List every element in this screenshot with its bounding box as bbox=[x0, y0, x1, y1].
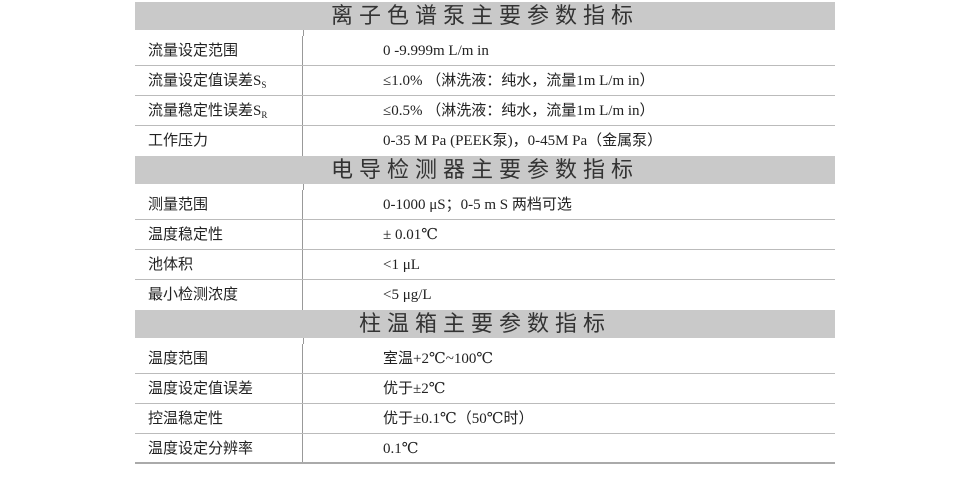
param-label-text: 控温稳定性 bbox=[148, 411, 224, 427]
param-value: <5 μg/L bbox=[383, 287, 432, 303]
spec-table: 离子色谱泵主要参数指标流量设定范围 0 -9.999m L/m in 流量设定值误差… bbox=[135, 2, 835, 464]
param-value: 优于±0.1℃（50℃时） bbox=[383, 411, 534, 427]
table-row: 温度设定值误差 优于±2℃ bbox=[135, 374, 835, 404]
param-label: 流量稳定性误差SR bbox=[135, 96, 303, 125]
param-label: 流量设定范围 bbox=[135, 36, 303, 65]
param-value: 0-35 M Pa (PEEK泵)，0-45M Pa（金属泵） bbox=[383, 133, 663, 149]
param-label-text: 最小检测浓度 bbox=[148, 287, 239, 303]
section-header: 柱温箱主要参数指标 bbox=[135, 310, 835, 338]
param-label-text: 工作压力 bbox=[148, 133, 209, 149]
table-row: 流量稳定性误差SR ≤0.5% （淋洗液：纯水，流量1m L/m in） bbox=[135, 96, 835, 126]
table-row: 温度设定分辨率 0.1℃ bbox=[135, 434, 835, 464]
param-label-text: 测量范围 bbox=[148, 197, 209, 213]
param-label-text: 流量稳定性误差S bbox=[148, 103, 262, 119]
param-subscript: R bbox=[261, 110, 268, 120]
param-value: 0.1℃ bbox=[383, 441, 419, 457]
param-label-text: 温度设定分辨率 bbox=[148, 441, 254, 457]
table-row: 流量设定值误差SS ≤1.0% （淋洗液：纯水，流量1m L/m in） bbox=[135, 66, 835, 96]
table-row: 工作压力 0-35 M Pa (PEEK泵)，0-45M Pa（金属泵） bbox=[135, 126, 835, 156]
param-label: 测量范围 bbox=[135, 190, 303, 219]
param-label: 池体积 bbox=[135, 250, 303, 279]
param-label-text: 池体积 bbox=[148, 257, 194, 273]
param-label-text: 流量设定范围 bbox=[148, 43, 239, 59]
table-row: 最小检测浓度 <5 μg/L bbox=[135, 280, 835, 310]
table-row: 流量设定范围 0 -9.999m L/m in bbox=[135, 36, 835, 66]
table-row: 池体积 <1 μL bbox=[135, 250, 835, 280]
param-label: 控温稳定性 bbox=[135, 404, 303, 433]
table-row: 测量范围 0-1000 μS；0-5 m S 两档可选 bbox=[135, 190, 835, 220]
param-value: 0-1000 μS；0-5 m S 两档可选 bbox=[383, 197, 572, 213]
param-subscript: S bbox=[261, 80, 267, 90]
section-gap bbox=[135, 338, 835, 344]
param-label: 温度稳定性 bbox=[135, 220, 303, 249]
param-label-text: 温度稳定性 bbox=[148, 227, 224, 243]
param-label: 温度设定分辨率 bbox=[135, 434, 303, 462]
section-gap bbox=[135, 30, 835, 36]
param-value: ≤1.0% （淋洗液：纯水，流量1m L/m in） bbox=[383, 73, 655, 89]
table-row: 控温稳定性 优于±0.1℃（50℃时） bbox=[135, 404, 835, 434]
param-label: 最小检测浓度 bbox=[135, 280, 303, 310]
param-value: ± 0.01℃ bbox=[383, 227, 439, 243]
param-value: 室温+2℃~100℃ bbox=[383, 351, 494, 367]
param-label: 温度范围 bbox=[135, 344, 303, 373]
param-label-text: 流量设定值误差S bbox=[148, 73, 262, 89]
param-value: 优于±2℃ bbox=[383, 381, 446, 397]
section-header: 电导检测器主要参数指标 bbox=[135, 156, 835, 184]
param-label: 工作压力 bbox=[135, 126, 303, 156]
section-header: 离子色谱泵主要参数指标 bbox=[135, 2, 835, 30]
param-label: 温度设定值误差 bbox=[135, 374, 303, 403]
param-value: <1 μL bbox=[383, 257, 420, 273]
section-gap bbox=[135, 184, 835, 190]
table-row: 温度范围 室温+2℃~100℃ bbox=[135, 344, 835, 374]
param-label: 流量设定值误差SS bbox=[135, 66, 303, 95]
param-value: ≤0.5% （淋洗液：纯水，流量1m L/m in） bbox=[383, 103, 655, 119]
param-label-text: 温度设定值误差 bbox=[148, 381, 254, 397]
table-row: 温度稳定性 ± 0.01℃ bbox=[135, 220, 835, 250]
param-value: 0 -9.999m L/m in bbox=[383, 43, 489, 59]
param-label-text: 温度范围 bbox=[148, 351, 209, 367]
